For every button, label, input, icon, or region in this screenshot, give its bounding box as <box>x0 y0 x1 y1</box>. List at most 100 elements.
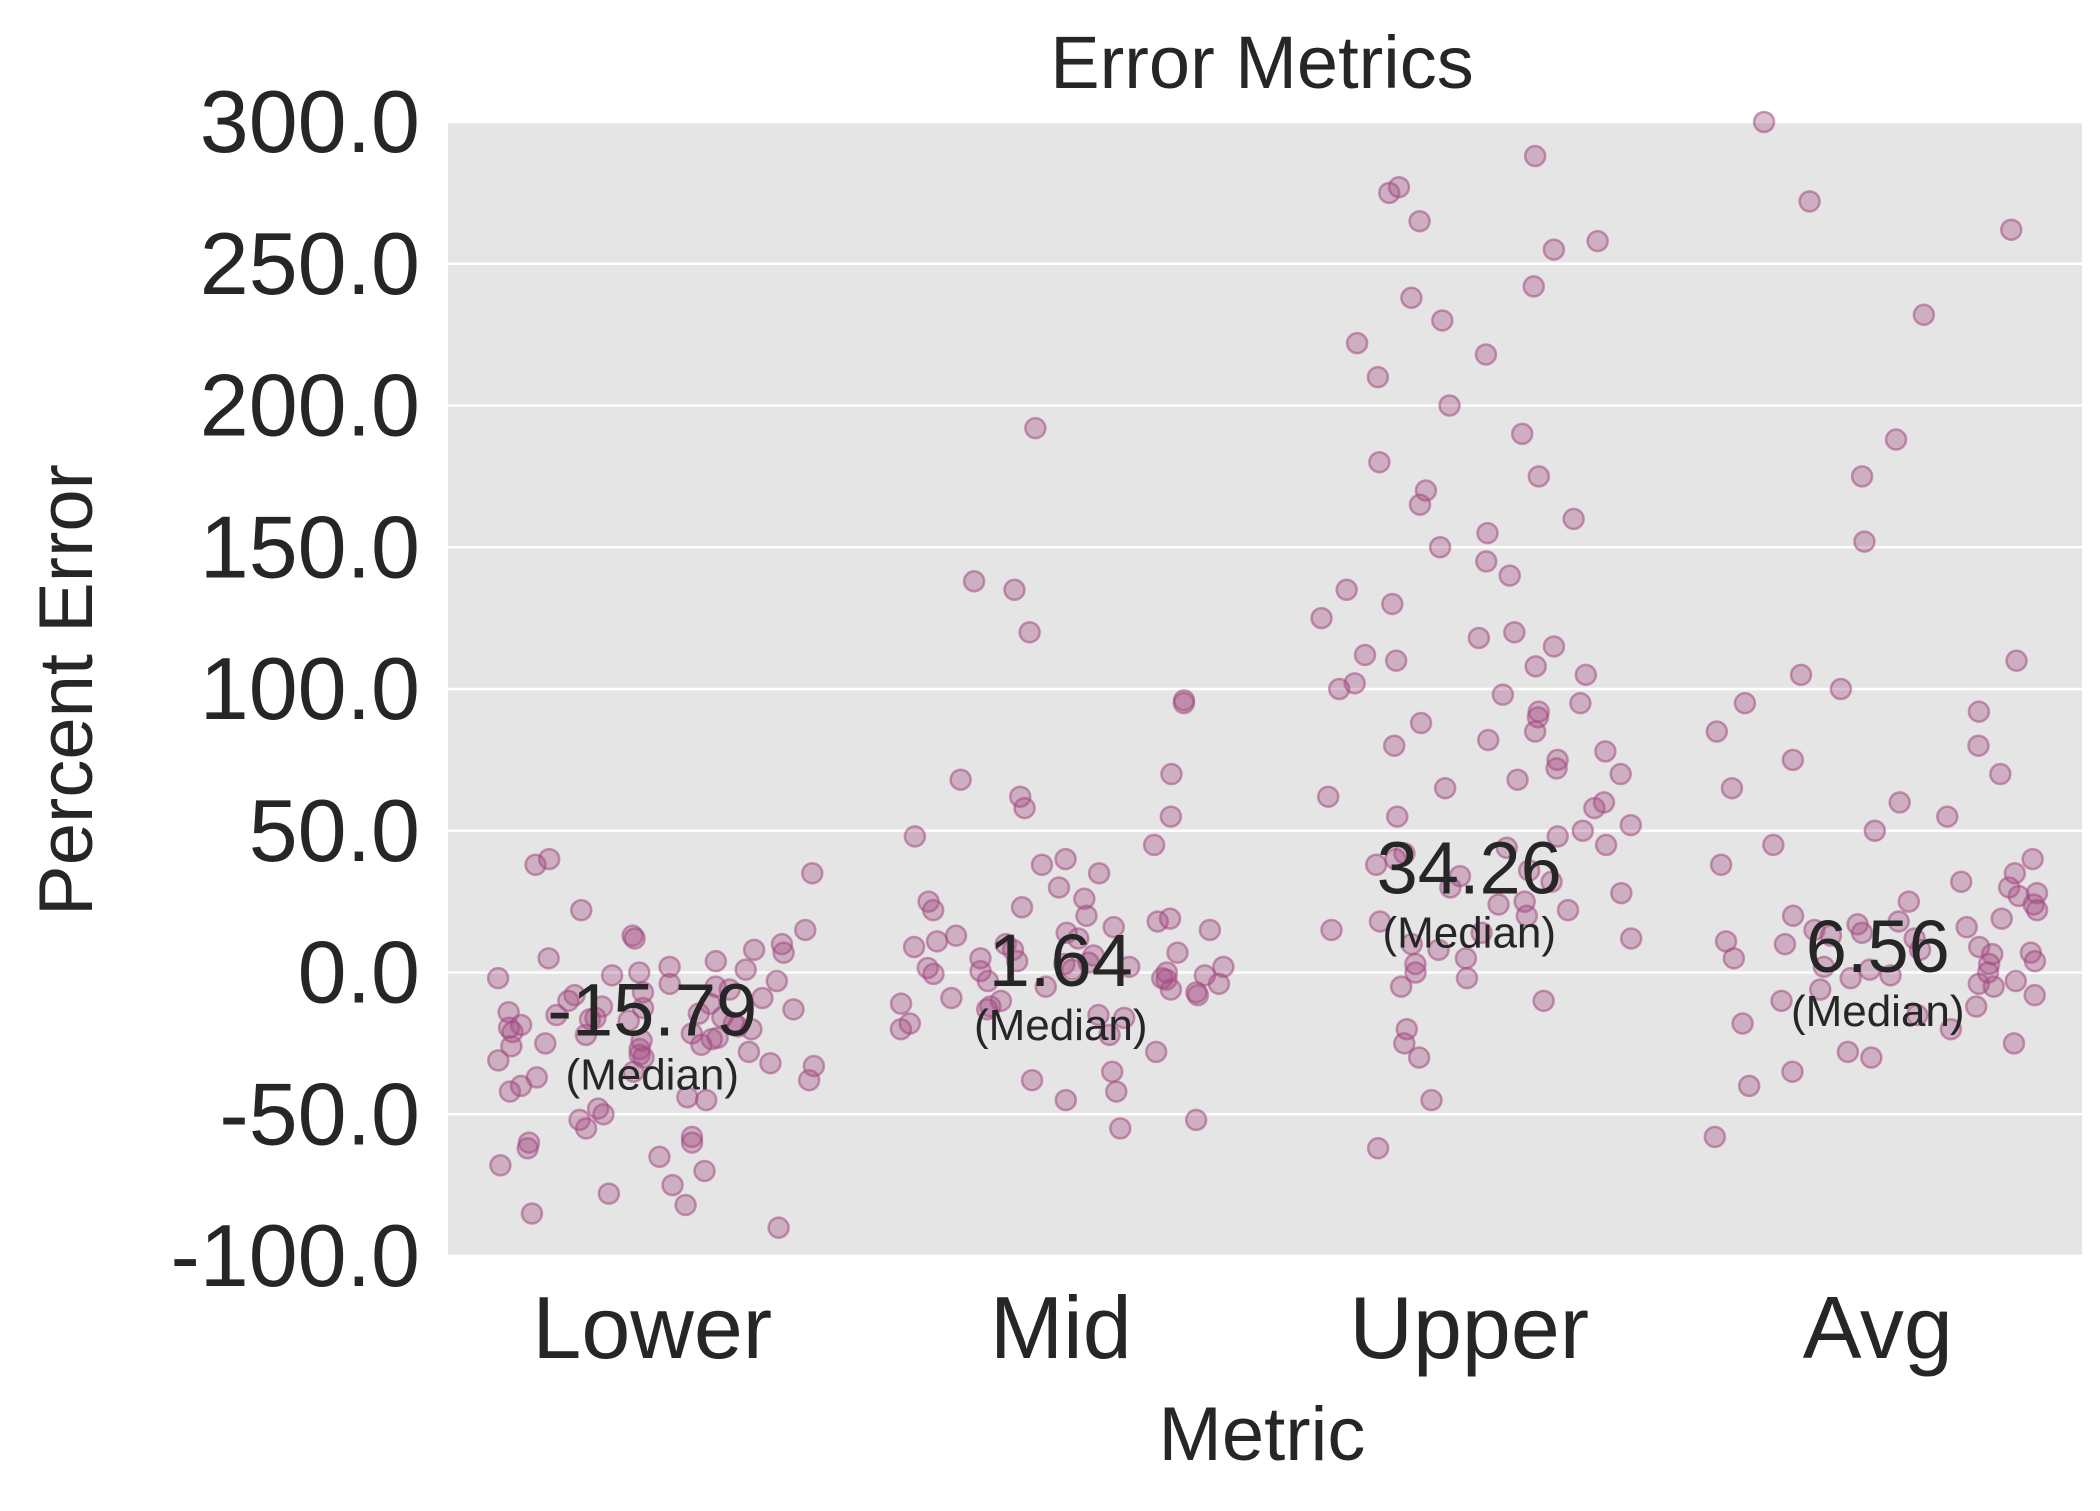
data-point <box>772 941 795 964</box>
data-point <box>1542 238 1566 261</box>
data-point <box>759 1051 782 1075</box>
data-point <box>1839 966 1862 990</box>
data-point <box>2003 862 2027 885</box>
data-point <box>1967 972 1991 996</box>
data-point <box>1858 958 1882 981</box>
x-tick-label: Upper <box>1349 1278 1589 1377</box>
data-point <box>765 969 789 993</box>
y-tick-label: -50.0 <box>219 1064 420 1163</box>
data-point <box>1013 796 1036 820</box>
data-point <box>1343 672 1366 695</box>
data-point <box>1018 621 1041 644</box>
data-point <box>726 1015 750 1038</box>
data-point <box>1316 785 1340 808</box>
data-point <box>704 949 728 973</box>
data-point <box>545 1003 568 1027</box>
data-point <box>994 932 1017 956</box>
data-point <box>497 1016 521 1040</box>
data-point <box>1160 762 1183 786</box>
data-point <box>1404 961 1427 984</box>
data-point <box>1368 910 1392 933</box>
data-point <box>1571 819 1595 842</box>
data-point <box>1438 394 1461 417</box>
data-point <box>586 1097 610 1120</box>
data-point <box>1967 935 1991 959</box>
data-point <box>525 1066 549 1089</box>
data-point <box>1964 995 1988 1018</box>
data-point <box>1433 776 1457 800</box>
data-point <box>1310 606 1333 630</box>
data-point <box>1709 853 1733 877</box>
data-point <box>690 1033 713 1057</box>
data-point <box>962 570 986 593</box>
data-point <box>737 1040 761 1064</box>
data-point <box>1737 1074 1761 1098</box>
data-point <box>534 1032 557 1055</box>
data-point <box>1476 728 1500 752</box>
data-point <box>1420 1088 1443 1112</box>
data-point <box>1731 1012 1754 1035</box>
data-point <box>1495 836 1519 860</box>
data-point <box>1404 952 1427 976</box>
data-point <box>1912 303 1936 327</box>
data-point <box>1949 870 1973 894</box>
data-point <box>1020 1068 1044 1092</box>
data-point <box>1112 1006 1136 1030</box>
data-point <box>2000 218 2023 241</box>
data-point <box>1583 796 1606 820</box>
data-point <box>1522 275 1545 298</box>
data-point <box>1087 1003 1110 1027</box>
data-point <box>1798 190 1821 213</box>
data-point <box>648 1145 671 1169</box>
data-point <box>1008 785 1032 808</box>
y-tick-label: -100.0 <box>170 1206 420 1305</box>
data-point <box>1609 762 1632 786</box>
data-point <box>1781 1060 1804 1083</box>
data-point <box>1475 550 1498 573</box>
data-point <box>1879 964 1902 987</box>
data-point <box>1034 975 1057 998</box>
data-point <box>1387 175 1411 199</box>
data-point <box>801 862 824 885</box>
data-point <box>1467 626 1491 650</box>
data-point <box>1619 813 1643 837</box>
median-caption: (Median) <box>1382 908 1556 957</box>
data-point <box>889 992 913 1015</box>
median-value-label: 1.64 <box>989 919 1133 1002</box>
data-point <box>1054 1088 1078 1112</box>
data-point <box>1185 981 1208 1004</box>
data-point <box>944 924 968 947</box>
x-tick-label: Lower <box>532 1278 772 1377</box>
y-tick-label: 200.0 <box>200 356 420 455</box>
y-tick-label: 150.0 <box>200 497 420 596</box>
data-point <box>1812 955 1836 979</box>
data-point <box>1773 932 1797 956</box>
data-point <box>1594 740 1617 763</box>
data-point <box>1720 776 1744 800</box>
data-point <box>1703 1125 1727 1149</box>
data-point <box>1010 896 1034 919</box>
data-point <box>1003 578 1026 602</box>
data-point <box>1903 927 1926 950</box>
y-tick-label: 100.0 <box>200 639 420 738</box>
data-point <box>1393 1032 1416 1055</box>
data-point <box>2004 969 2028 993</box>
data-point <box>1990 907 2013 930</box>
data-point <box>1939 1017 1963 1041</box>
data-point <box>1781 748 1805 772</box>
data-point <box>578 1008 602 1031</box>
data-point <box>1159 805 1183 828</box>
data-point <box>1172 689 1196 712</box>
data-point <box>1414 479 1438 502</box>
data-point <box>1546 825 1569 848</box>
data-point <box>794 918 817 942</box>
median-value-label: 34.26 <box>1377 826 1562 909</box>
data-point <box>487 1049 510 1072</box>
data-point <box>1574 663 1598 687</box>
data-point <box>1428 536 1452 559</box>
data-point <box>1781 904 1805 928</box>
data-point <box>524 853 547 877</box>
data-point <box>1144 1040 1168 1064</box>
data-point <box>1366 1137 1390 1160</box>
